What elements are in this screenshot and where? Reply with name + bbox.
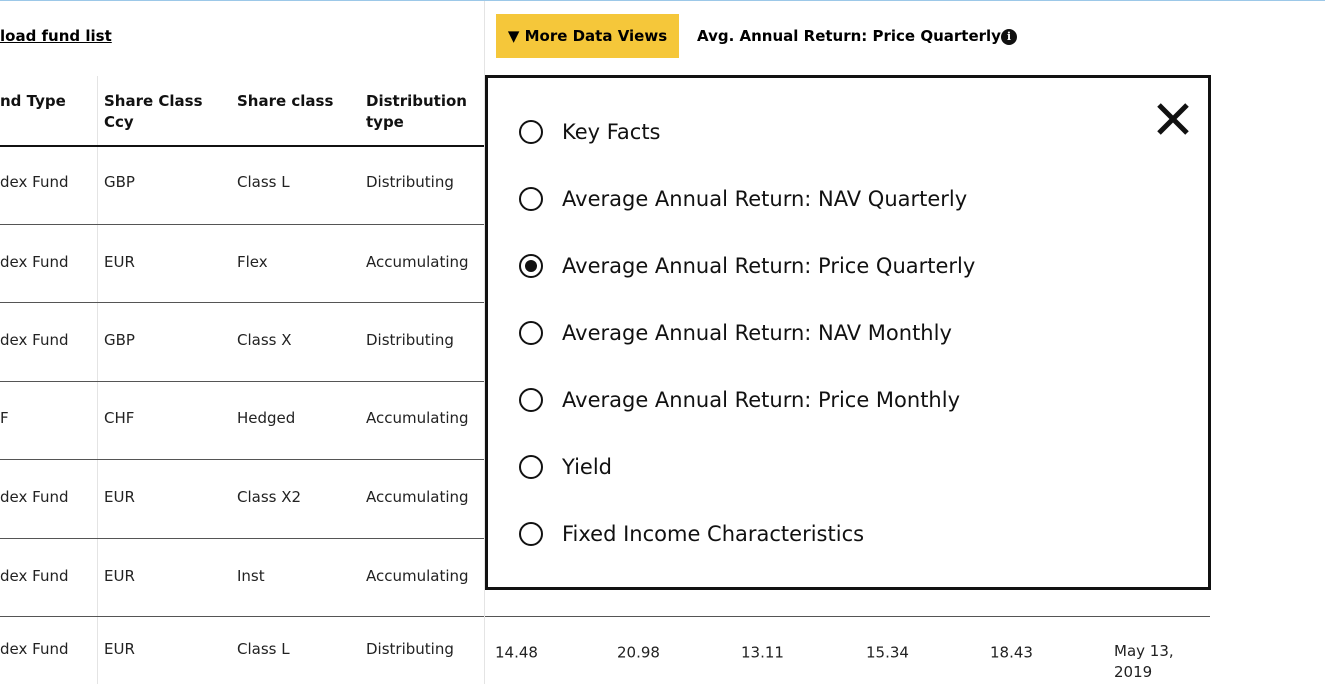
view-option[interactable]: Fixed Income Characteristics [519, 519, 864, 549]
download-link[interactable]: load fund list [0, 27, 112, 45]
table-cell: Accumulating [366, 567, 469, 585]
header-border [0, 145, 484, 147]
row-border [0, 224, 484, 225]
table-cell: Accumulating [366, 488, 469, 506]
table-cell: Flex [237, 253, 268, 271]
radio-button[interactable] [519, 321, 543, 345]
radio-button[interactable] [519, 388, 543, 412]
radio-button[interactable] [519, 522, 543, 546]
table-cell: GBP [104, 173, 135, 191]
table-cell: dex Fund [0, 173, 69, 191]
view-option[interactable]: Average Annual Return: NAV Monthly [519, 318, 952, 348]
view-option[interactable]: Average Annual Return: Price Monthly [519, 385, 960, 415]
table-cell: Class L [237, 640, 290, 658]
table-cell: dex Fund [0, 488, 69, 506]
table-cell: Accumulating [366, 409, 469, 427]
row-border [0, 381, 484, 382]
view-option[interactable]: Average Annual Return: Price Quarterly [519, 251, 975, 281]
table-cell: Distributing [366, 173, 454, 191]
table-cell: Distributing [366, 640, 454, 658]
info-icon[interactable]: i [1001, 29, 1017, 45]
table-cell: 20.98 [617, 643, 660, 662]
view-option[interactable]: Average Annual Return: NAV Quarterly [519, 184, 967, 214]
option-label: Average Annual Return: Price Monthly [562, 388, 961, 412]
table-cell: dex Fund [0, 567, 69, 585]
radio-button[interactable] [519, 187, 543, 211]
table-cell: 13.11 [741, 643, 784, 662]
table-cell: dex Fund [0, 331, 69, 349]
more-data-views-button[interactable]: ▼ More Data Views [496, 14, 679, 58]
column-header: Share Class Ccy [104, 92, 203, 131]
row-border [0, 459, 484, 460]
option-label: Average Annual Return: NAV Monthly [562, 321, 952, 345]
table-cell: EUR [104, 488, 135, 506]
table-cell: dex Fund [0, 640, 69, 658]
table-cell: GBP [104, 331, 135, 349]
table-cell: CHF [104, 409, 135, 427]
row-border [0, 302, 484, 303]
option-label: Key Facts [562, 120, 661, 144]
data-views-popup: Key Facts Average Annual Return: NAV Quar… [485, 75, 1211, 590]
view-option[interactable]: Key Facts [519, 117, 661, 147]
table-cell: F [0, 409, 9, 427]
table-cell: Inst [237, 567, 265, 585]
current-view-label: Avg. Annual Return: Price Quarterly [697, 27, 1001, 45]
table-cell: Distributing [366, 331, 454, 349]
radio-button[interactable] [519, 455, 543, 479]
option-label: Fixed Income Characteristics [562, 522, 865, 546]
row-border [0, 538, 484, 539]
column-divider [97, 76, 98, 684]
column-header: Distribution type [366, 92, 467, 131]
option-label: Yield [562, 455, 612, 479]
table-cell: Class L [237, 173, 290, 191]
table-cell: 15.34 [866, 643, 909, 662]
column-header: nd Type [0, 92, 66, 110]
table-cell: EUR [104, 253, 135, 271]
close-button[interactable] [1156, 102, 1190, 136]
radio-button[interactable] [519, 120, 543, 144]
table-cell: 14.48 [495, 643, 538, 662]
table-cell: EUR [104, 567, 135, 585]
table-cell: Class X2 [237, 488, 302, 506]
row-border [0, 616, 484, 617]
column-divider [484, 1, 485, 684]
radio-selected [525, 260, 537, 272]
column-header: Share class [237, 92, 334, 110]
table-cell: Accumulating [366, 253, 469, 271]
radio-button[interactable] [519, 254, 543, 278]
option-label: Average Annual Return: Price Quarterly [562, 254, 976, 278]
table-cell: dex Fund [0, 253, 69, 271]
table-cell: May 13, 2019 [1114, 642, 1174, 681]
row-border [485, 616, 1210, 617]
option-label: Average Annual Return: NAV Quarterly [562, 187, 968, 211]
view-option[interactable]: Yield [519, 452, 612, 482]
table-cell: Hedged [237, 409, 296, 427]
table-cell: 18.43 [990, 643, 1033, 662]
table-cell: EUR [104, 640, 135, 658]
table-cell: Class X [237, 331, 292, 349]
